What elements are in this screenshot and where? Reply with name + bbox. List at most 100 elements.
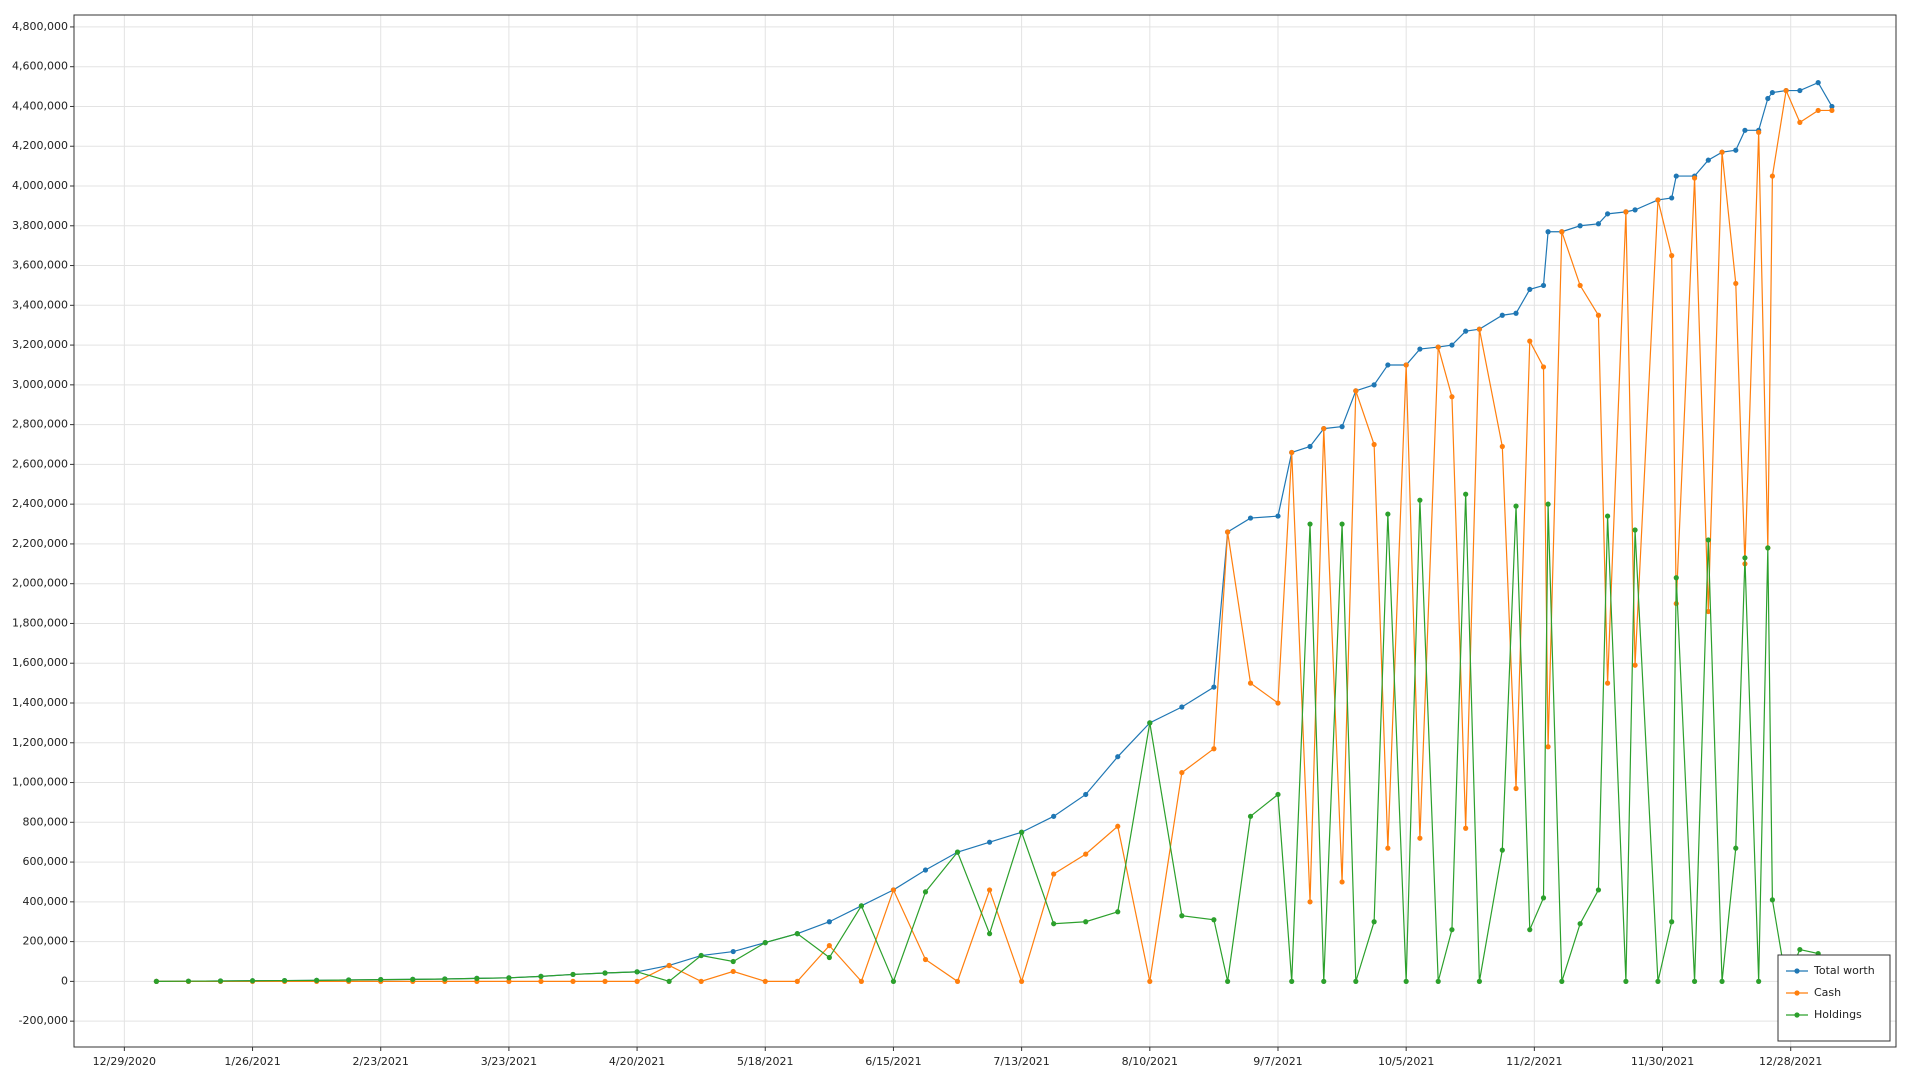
- point: [1673, 575, 1679, 581]
- point: [1669, 253, 1675, 259]
- point: [217, 978, 224, 984]
- point: [1463, 491, 1469, 497]
- x-tick-label: 4/20/2021: [609, 1055, 665, 1068]
- point: [378, 976, 384, 983]
- point: [1527, 927, 1533, 933]
- point: [1527, 286, 1533, 293]
- point: [922, 956, 929, 963]
- legend-label: Total worth: [1813, 964, 1875, 977]
- point: [1371, 441, 1377, 448]
- point: [1577, 282, 1583, 289]
- point: [570, 971, 576, 978]
- point: [858, 903, 864, 909]
- point: [1115, 754, 1121, 760]
- point: [1225, 529, 1231, 535]
- series-line: [156, 88, 1832, 984]
- point: [1179, 704, 1185, 710]
- point: [1513, 785, 1519, 792]
- x-tick-label: 3/23/2021: [481, 1055, 537, 1068]
- point: [1655, 197, 1661, 203]
- point: [1797, 946, 1803, 953]
- point: [634, 978, 640, 984]
- point: [954, 849, 961, 855]
- point: [922, 867, 929, 873]
- y-tick-label: 4,600,000: [12, 60, 68, 73]
- point: [1225, 978, 1231, 984]
- point: [1403, 362, 1409, 368]
- point: [1211, 746, 1217, 752]
- point: [1417, 835, 1423, 841]
- point: [1211, 917, 1217, 923]
- point: [1632, 527, 1638, 533]
- point: [730, 958, 736, 965]
- x-tick-label: 12/29/2020: [93, 1055, 156, 1068]
- point: [1371, 919, 1377, 925]
- y-tick-label: 3,000,000: [12, 378, 68, 391]
- x-tick-label: 12/28/2021: [1759, 1055, 1822, 1068]
- point: [1742, 127, 1748, 133]
- point: [1385, 845, 1391, 851]
- point: [1083, 791, 1089, 798]
- point: [1527, 338, 1533, 344]
- legend-marker: [1794, 1012, 1800, 1018]
- y-tick-label: 3,200,000: [12, 338, 68, 351]
- point: [410, 976, 416, 982]
- point: [1769, 173, 1775, 179]
- point: [1719, 149, 1725, 155]
- y-tick-label: 4,200,000: [12, 139, 68, 152]
- point: [1449, 394, 1455, 400]
- point: [1476, 326, 1483, 332]
- y-tick-label: 2,200,000: [12, 537, 68, 550]
- point: [1545, 744, 1551, 750]
- point: [1604, 513, 1611, 519]
- x-tick-label: 2/23/2021: [353, 1055, 409, 1068]
- point: [1655, 978, 1661, 984]
- x-tick-label: 1/26/2021: [224, 1055, 280, 1068]
- point: [538, 978, 544, 984]
- point: [1595, 312, 1602, 318]
- point: [506, 978, 512, 984]
- point: [506, 975, 512, 981]
- point: [1435, 978, 1441, 984]
- point: [762, 978, 768, 984]
- point: [1289, 449, 1295, 456]
- point: [281, 977, 288, 984]
- y-tick-label: 2,000,000: [12, 577, 68, 590]
- point: [1417, 497, 1423, 503]
- point: [1339, 424, 1345, 430]
- point: [314, 977, 320, 983]
- point: [1559, 229, 1565, 235]
- point: [1733, 147, 1739, 153]
- point: [1797, 87, 1803, 94]
- point: [1733, 845, 1739, 851]
- point: [794, 931, 800, 937]
- x-tick-label: 9/7/2021: [1253, 1055, 1302, 1068]
- point: [1797, 119, 1803, 125]
- point: [1632, 662, 1638, 668]
- point: [1247, 515, 1254, 521]
- y-tick-label: 2,600,000: [12, 457, 68, 470]
- point: [1339, 521, 1345, 527]
- point: [1829, 103, 1835, 110]
- point: [1559, 978, 1565, 984]
- point: [1623, 978, 1629, 984]
- point: [698, 952, 704, 959]
- point: [1275, 700, 1281, 706]
- point: [666, 978, 672, 984]
- point: [1403, 978, 1409, 984]
- y-tick-label: 1,200,000: [12, 736, 68, 749]
- y-tick-label: 1,000,000: [12, 776, 68, 789]
- series-line: [156, 494, 1833, 984]
- point: [1769, 897, 1775, 903]
- point: [1545, 501, 1551, 507]
- point: [1051, 921, 1057, 927]
- point: [1247, 680, 1254, 686]
- y-tick-label: 2,400,000: [12, 497, 68, 510]
- point: [442, 976, 448, 982]
- point: [1179, 913, 1185, 919]
- point: [986, 931, 993, 937]
- point: [1051, 871, 1057, 877]
- point: [1577, 223, 1583, 229]
- point: [1691, 175, 1698, 181]
